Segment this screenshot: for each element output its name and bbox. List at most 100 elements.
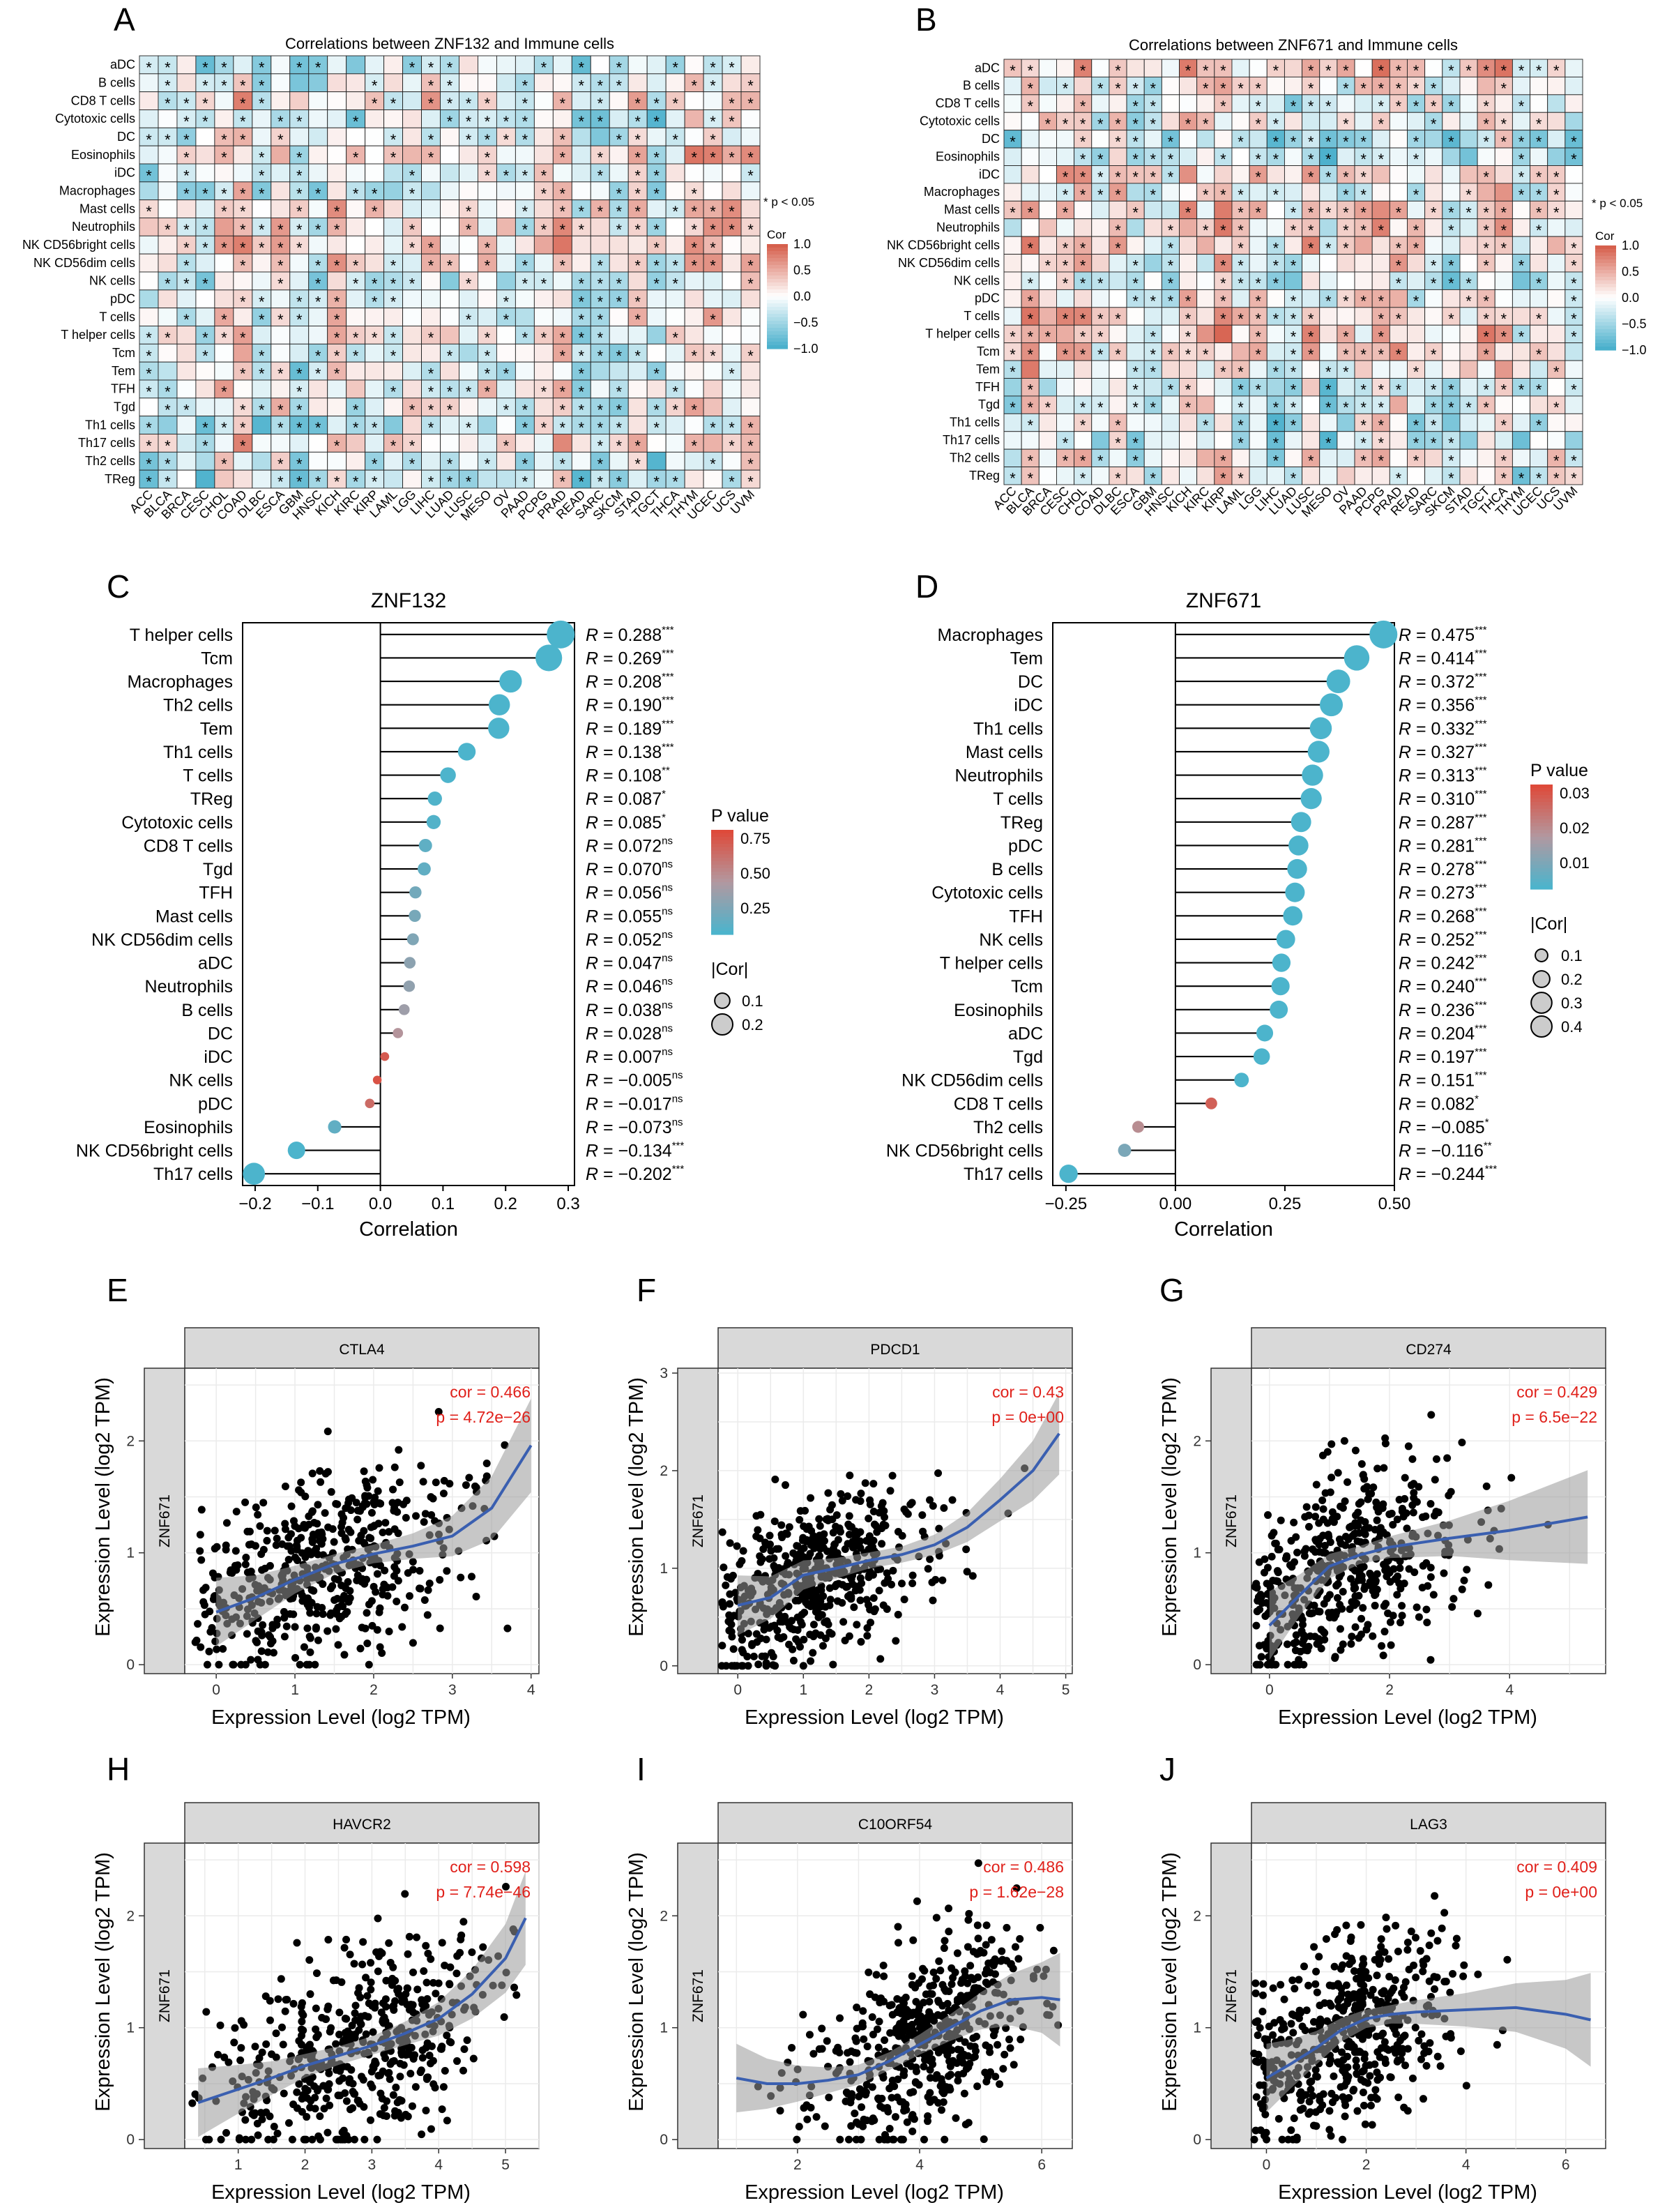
heatmap-cell xyxy=(1231,59,1250,77)
heatmap-star: * xyxy=(1553,470,1560,487)
heatmap-star: * xyxy=(710,419,716,437)
scatter-point xyxy=(1268,1552,1276,1561)
heatmap-star: * xyxy=(390,131,397,149)
scatter-point xyxy=(878,1524,886,1533)
heatmap-cell xyxy=(214,271,234,291)
heatmap-cell xyxy=(158,416,178,434)
category-label: Th2 cells xyxy=(973,1118,1043,1137)
scatter-point xyxy=(323,1627,332,1635)
heatmap-star: * xyxy=(315,419,321,437)
scatter-point xyxy=(337,1581,346,1589)
heatmap-star: * xyxy=(372,419,378,437)
scatter-point xyxy=(396,2073,404,2081)
heatmap-star: * xyxy=(334,311,340,328)
heatmap-star: * xyxy=(165,384,171,401)
category-label: Th1 cells xyxy=(163,743,233,762)
heatmap-cell xyxy=(289,289,310,309)
heatmap-cell xyxy=(1459,431,1478,450)
category-label: T helper cells xyxy=(940,954,1043,974)
heatmap-cell xyxy=(1389,360,1408,379)
scatter-point xyxy=(385,1628,393,1636)
heatmap-star: * xyxy=(616,293,622,310)
heatmap-cell xyxy=(515,289,535,309)
heatmap-cell xyxy=(1126,130,1145,149)
r-symbol: R xyxy=(586,1118,598,1137)
r-value: = 0.055 xyxy=(598,907,662,926)
heatmap-cell xyxy=(383,145,404,165)
heatmap-cell xyxy=(740,361,761,381)
legend-tick: 1.0 xyxy=(793,237,811,251)
heatmap-cell xyxy=(571,397,591,417)
legend-swatch xyxy=(767,335,788,339)
heatmap-star: * xyxy=(1518,186,1525,204)
heatmap-cell xyxy=(627,416,648,434)
scatter-point xyxy=(1387,1641,1395,1649)
heatmap-star: * xyxy=(1080,62,1086,79)
lollipop-dot xyxy=(1118,1144,1132,1157)
heatmap-cell xyxy=(684,199,704,218)
scatter-point xyxy=(730,1662,738,1670)
heatmap-cell xyxy=(627,163,648,183)
r-value: = 0.268 xyxy=(1411,907,1475,926)
heatmap-star: * xyxy=(485,95,491,112)
scatter-point xyxy=(351,2001,360,2010)
heatmap-star: * xyxy=(1063,80,1069,98)
scatter-point xyxy=(237,2044,245,2052)
heatmap-cell xyxy=(1459,342,1478,361)
heatmap-star: * xyxy=(259,401,265,418)
heatmap-star: * xyxy=(1203,80,1209,98)
r-value: = −0.202 xyxy=(598,1165,672,1184)
x-tick-label: 0.25 xyxy=(1269,1195,1302,1213)
category-label: Tem xyxy=(1010,649,1043,668)
heatmap-star: * xyxy=(353,149,359,167)
scatter-point xyxy=(1482,1482,1491,1490)
heatmap-star: * xyxy=(653,221,660,238)
scatter-point xyxy=(796,1515,804,1524)
r-value: = 0.208 xyxy=(598,672,662,692)
scatter-point xyxy=(306,1634,314,1642)
heatmap-cell xyxy=(1038,448,1057,468)
heatmap-cell xyxy=(365,199,385,218)
heatmap-star: * xyxy=(1220,222,1226,239)
heatmap-cell xyxy=(1003,289,1022,308)
heatmap-star: * xyxy=(1571,470,1577,487)
heatmap-star: * xyxy=(634,293,641,310)
heatmap-row-label: Tcm xyxy=(977,344,1000,358)
heatmap-star: * xyxy=(353,347,359,365)
strip-ylabel-gene: ZNF671 xyxy=(690,1494,706,1547)
heatmap-cell xyxy=(1494,431,1513,450)
heatmap-star: * xyxy=(240,185,246,202)
heatmap-star: * xyxy=(616,474,622,491)
heatmap-star: * xyxy=(522,329,528,347)
heatmap-star: * xyxy=(691,203,697,220)
scatter-point xyxy=(856,1596,865,1605)
scatter-point xyxy=(1507,1474,1516,1482)
heatmap-cell xyxy=(1161,200,1180,220)
heatmap-cell xyxy=(214,91,234,110)
scatter-point xyxy=(1415,1483,1423,1491)
heatmap-cell xyxy=(1459,59,1478,77)
heatmap-cell xyxy=(478,434,497,453)
heatmap-cell xyxy=(195,379,215,399)
r-value: = 0.070 xyxy=(598,860,662,879)
heatmap-cell xyxy=(1459,130,1478,149)
heatmap-cell xyxy=(478,308,497,326)
heatmap-star: * xyxy=(1150,151,1157,168)
heatmap-star: * xyxy=(165,474,171,491)
heatmap-star: * xyxy=(747,95,754,112)
heatmap-star: * xyxy=(1115,133,1121,151)
heatmap-cell xyxy=(1284,147,1303,166)
scatter-point xyxy=(365,1660,373,1669)
heatmap-star: * xyxy=(634,167,641,185)
heatmap-star: * xyxy=(296,474,303,491)
scatter-point xyxy=(812,1605,821,1614)
heatmap-star: * xyxy=(541,275,547,293)
r-value-label: R = 0.047ns xyxy=(586,953,673,974)
heatmap-star: * xyxy=(579,293,585,310)
heatmap-cell xyxy=(1512,431,1530,450)
r-symbol: R xyxy=(1399,1047,1411,1067)
heatmap-cell xyxy=(421,73,441,93)
heatmap-cell xyxy=(308,434,328,453)
x-tick-label: 0 xyxy=(1265,1682,1274,1698)
heatmap-star: * xyxy=(240,113,246,130)
